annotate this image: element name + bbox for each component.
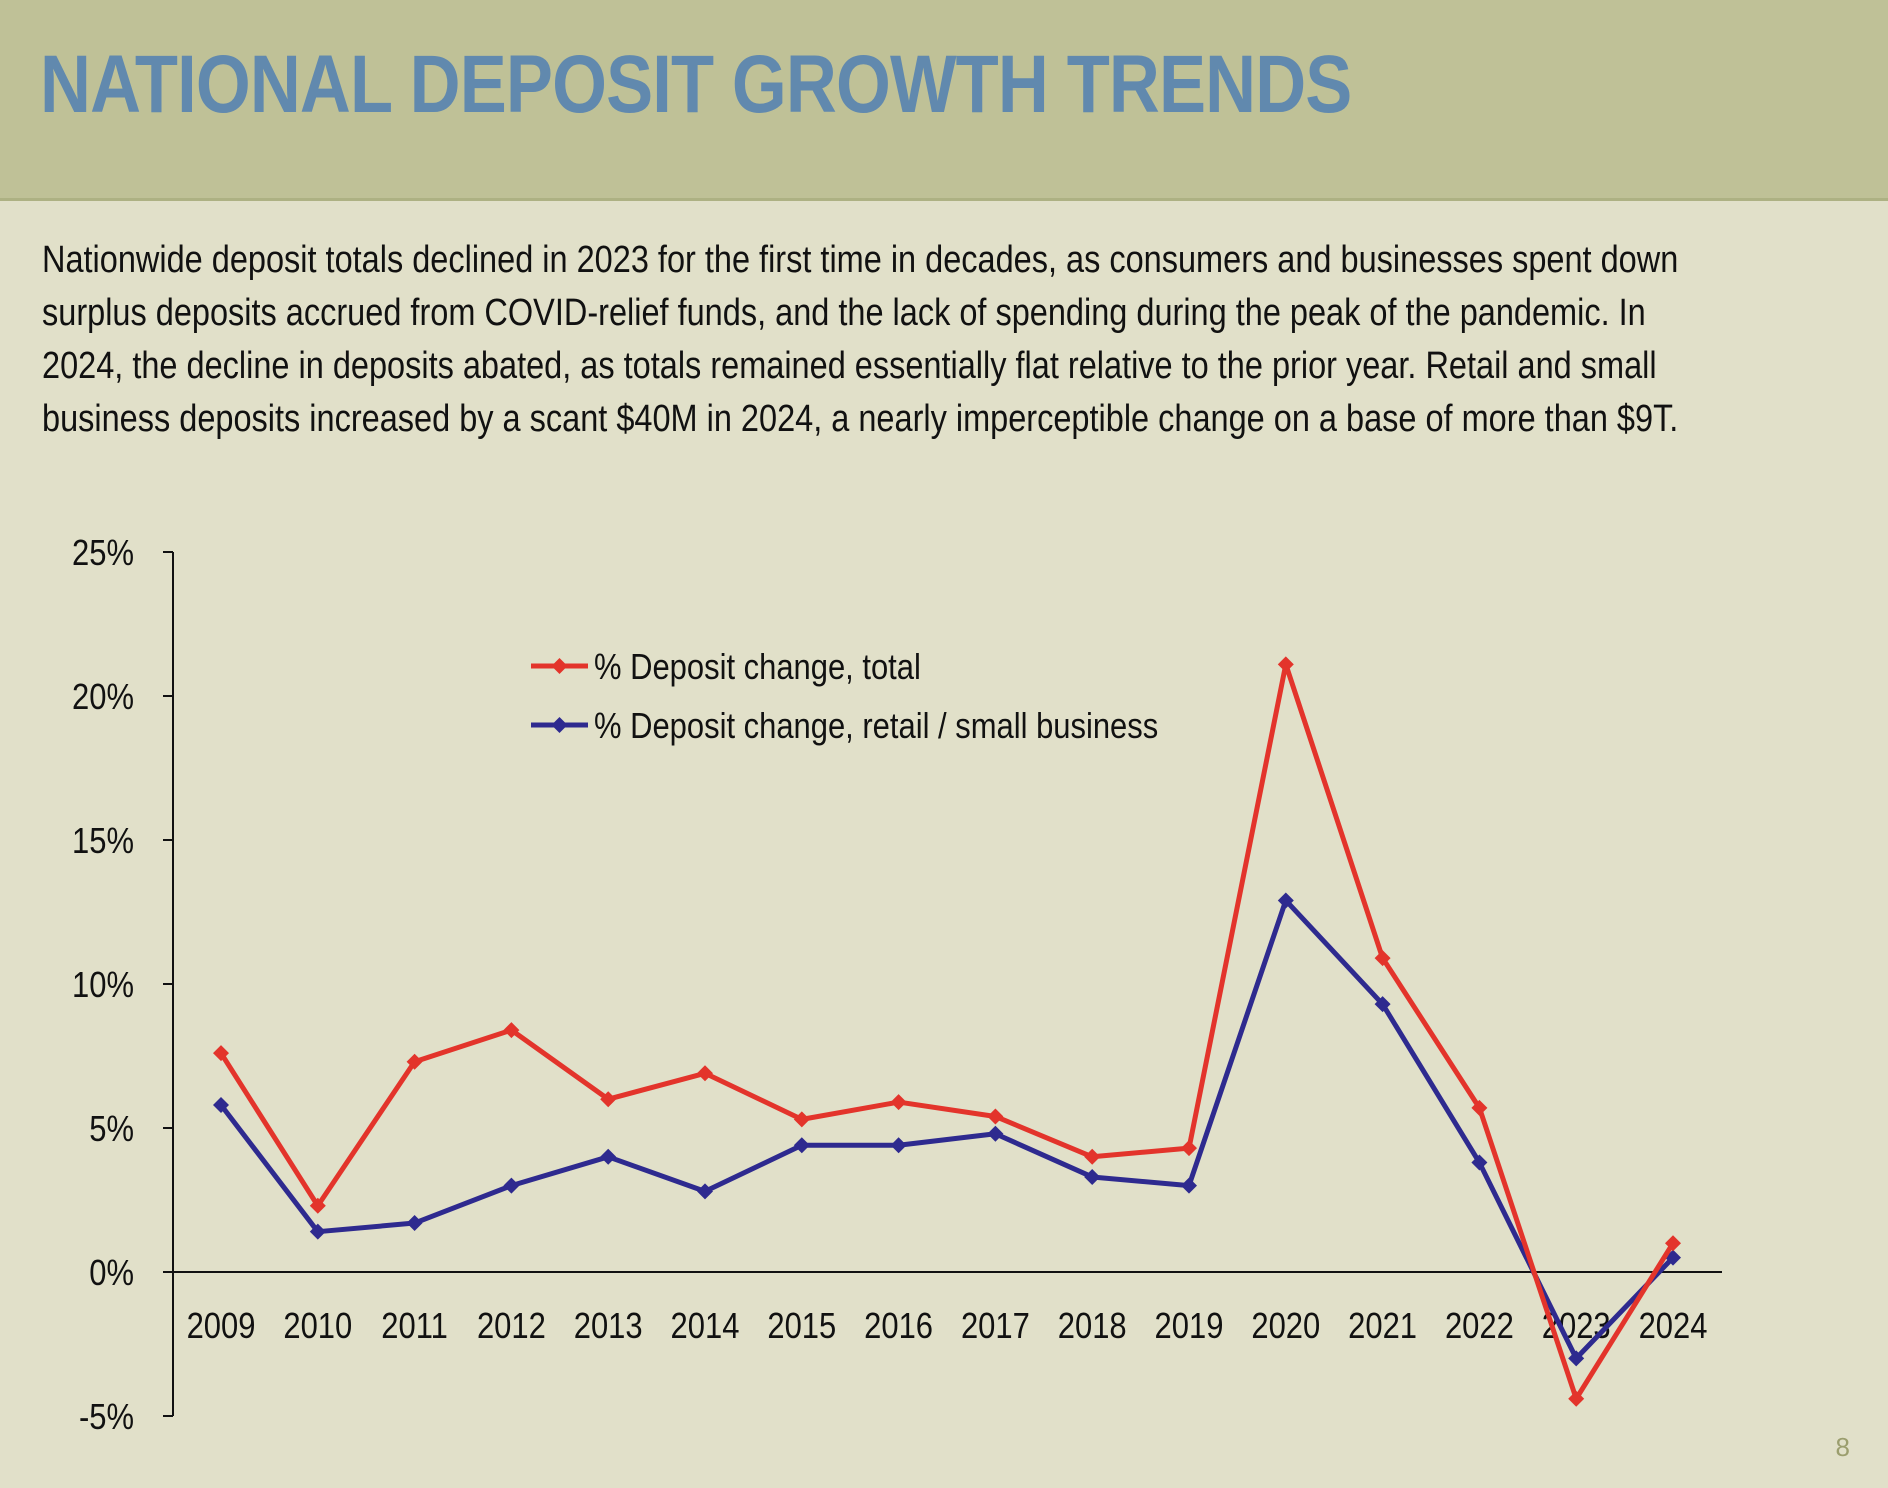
data-point — [600, 1148, 617, 1165]
series-total — [213, 656, 1681, 1407]
data-point — [1277, 892, 1294, 909]
data-point — [1471, 1154, 1488, 1171]
x-tick-label: 2013 — [574, 1307, 643, 1347]
x-tick-label: 2020 — [1251, 1307, 1320, 1347]
data-point — [1181, 1177, 1197, 1194]
data-point — [987, 1108, 1004, 1125]
y-tick-label: -5% — [79, 1398, 134, 1438]
x-tick-label: 2019 — [1155, 1307, 1224, 1347]
data-point — [697, 1065, 713, 1082]
legend-label: % Deposit change, total — [594, 648, 921, 688]
intro-paragraph: Nationwide deposit totals declined in 20… — [42, 234, 1718, 446]
x-tick-label: 2010 — [283, 1307, 352, 1347]
legend: % Deposit change, total % Deposit change,… — [531, 648, 1158, 747]
legend-swatch-marker — [551, 658, 568, 674]
data-point — [406, 1215, 423, 1232]
data-point — [697, 1183, 713, 1200]
x-tick-label: 2018 — [1058, 1307, 1127, 1347]
data-point — [1665, 1235, 1681, 1252]
intro-line: surplus deposits accrued from COVID-reli… — [42, 292, 1646, 334]
header-banner: NATIONAL DEPOSIT GROWTH TRENDS — [0, 0, 1888, 201]
data-point — [793, 1111, 810, 1128]
x-tick-label: 2012 — [477, 1307, 546, 1347]
data-point — [1084, 1148, 1101, 1165]
y-axis: -5% 0% 5% 10% 15% 20% 25% — [72, 534, 174, 1438]
y-tick-label: 25% — [72, 534, 134, 574]
x-tick-label: 2022 — [1445, 1307, 1514, 1347]
x-tick-label: 2015 — [767, 1307, 836, 1347]
x-tick-label: 2011 — [381, 1307, 448, 1347]
data-point — [213, 1096, 229, 1113]
data-point — [1084, 1168, 1101, 1185]
data-point — [987, 1125, 1004, 1142]
legend-label: % Deposit change, retail / small busines… — [594, 707, 1158, 747]
y-tick-label: 15% — [72, 822, 134, 862]
data-point — [309, 1223, 326, 1240]
series-line — [219, 897, 1675, 1361]
series-layer — [213, 656, 1681, 1407]
x-tick-label: 2016 — [864, 1307, 933, 1347]
data-point — [890, 1137, 907, 1154]
y-tick-label: 20% — [72, 678, 134, 718]
data-point — [406, 1053, 423, 1070]
x-tick-label: 2021 — [1348, 1307, 1417, 1347]
data-point — [213, 1045, 229, 1062]
data-point — [503, 1022, 520, 1039]
x-tick-label: 2009 — [187, 1307, 256, 1347]
series-retail — [213, 892, 1681, 1367]
intro-line: 2024, the decline in deposits abated, as… — [42, 345, 1657, 387]
x-axis: 2009 2010 2011 2012 2013 2014 2015 2016 2017 2018… — [173, 1271, 1722, 1347]
y-tick-label: 5% — [89, 1110, 134, 1150]
data-point — [890, 1094, 907, 1111]
y-tick-label: 0% — [89, 1254, 134, 1294]
data-point — [1374, 950, 1391, 967]
x-tick-label: 2017 — [961, 1307, 1030, 1347]
data-point — [1568, 1350, 1585, 1367]
legend-swatch-marker — [551, 717, 568, 733]
data-point — [503, 1177, 520, 1194]
data-point — [1568, 1390, 1585, 1407]
x-tick-label: 2024 — [1639, 1307, 1708, 1347]
data-point — [1374, 996, 1391, 1013]
y-tick-label: 10% — [72, 966, 134, 1006]
series-line — [218, 661, 1676, 1402]
intro-line: Nationwide deposit totals declined in 20… — [42, 239, 1679, 281]
page-number: 8 — [1835, 1432, 1850, 1462]
data-point — [309, 1197, 326, 1214]
data-point — [1181, 1140, 1197, 1157]
data-point — [600, 1091, 617, 1108]
data-point — [793, 1137, 810, 1154]
x-tick-label: 2014 — [671, 1307, 740, 1347]
page-title: NATIONAL DEPOSIT GROWTH TRENDS — [40, 39, 1352, 130]
data-point — [1277, 656, 1294, 673]
intro-line: business deposits increased by a scant $… — [42, 398, 1679, 440]
data-point — [1471, 1099, 1488, 1116]
